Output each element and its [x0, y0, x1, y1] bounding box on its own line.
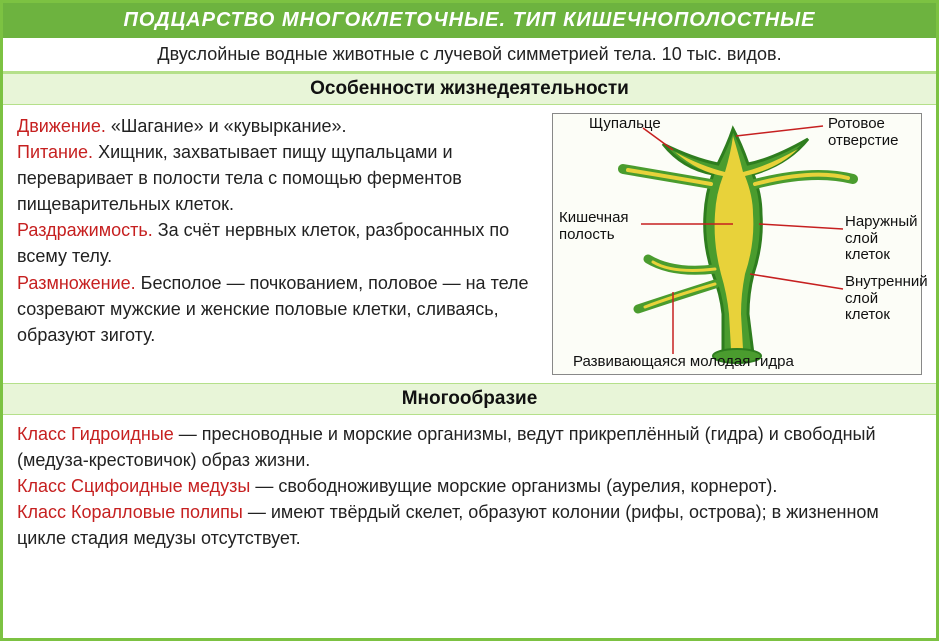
label-mouth: Ротовое отверстие [828, 116, 918, 149]
feature-movement: Движение. «Шагание» и «кувыркание». [17, 113, 546, 139]
movement-label: Движение. [17, 116, 106, 136]
nutrition-label: Питание. [17, 142, 93, 162]
feature-nutrition: Питание. Хищник, захватывает пищу щупаль… [17, 139, 546, 217]
class-hydroid: Класс Гидроидные — пресноводные и морски… [17, 421, 922, 473]
features-row: Движение. «Шагание» и «кувыркание». Пита… [3, 105, 936, 383]
feature-reproduction: Размножение. Бесполое — почкованием, пол… [17, 270, 546, 348]
label-bud: Развивающаяся молодая гидра [573, 354, 913, 371]
label-cavity: Кишечная полость [559, 210, 639, 243]
label-outer: Наружный слой клеток [845, 214, 923, 264]
label-inner: Внутренний слой клеток [845, 274, 925, 324]
hydra-bud [638, 259, 715, 309]
section-diversity-title: Многообразие [3, 383, 936, 415]
feature-irritability: Раздражимость. За счёт нервных клеток, р… [17, 217, 546, 269]
leader-mouth [736, 126, 823, 136]
page: ПОДЦАРСТВО МНОГОКЛЕТОЧНЫЕ. ТИП КИШЕЧНОПО… [0, 0, 939, 641]
header-bar: ПОДЦАРСТВО МНОГОКЛЕТОЧНЫЕ. ТИП КИШЕЧНОПО… [3, 3, 936, 38]
intro-text: Двуслойные водные животные с лучевой сим… [3, 38, 936, 73]
scypho-text: — свободноживущие морские организмы (аур… [250, 476, 777, 496]
leader-outer [759, 224, 843, 229]
class-scypho: Класс Сцифоидные медузы — свободноживущи… [17, 473, 922, 499]
class-coral: Класс Коралловые полипы — имеют твёрдый … [17, 499, 922, 551]
section-features-title: Особенности жизнедеятельности [3, 73, 936, 105]
hydra-diagram: Щупальце Ротовое отверстие Кишечная поло… [552, 113, 922, 375]
irritability-label: Раздражимость. [17, 220, 153, 240]
coral-label: Класс Коралловые полипы [17, 502, 243, 522]
movement-text: «Шагание» и «кувыркание». [106, 116, 347, 136]
label-tentacle: Щупальце [589, 116, 661, 133]
reproduction-label: Размножение. [17, 273, 136, 293]
leader-inner [750, 274, 843, 289]
features-text: Движение. «Шагание» и «кувыркание». Пита… [17, 113, 552, 375]
scypho-label: Класс Сцифоидные медузы [17, 476, 250, 496]
diversity-text: Класс Гидроидные — пресноводные и морски… [3, 415, 936, 561]
hydroid-label: Класс Гидроидные [17, 424, 174, 444]
header-title: ПОДЦАРСТВО МНОГОКЛЕТОЧНЫЕ. ТИП КИШЕЧНОПО… [123, 9, 815, 31]
